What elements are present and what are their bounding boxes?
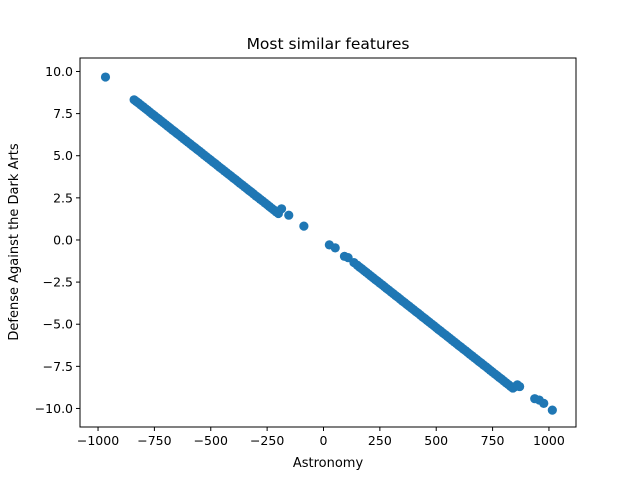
- y-tick-label: 0.0: [53, 232, 73, 247]
- data-point: [547, 405, 557, 415]
- y-tick-label: 10.0: [45, 64, 73, 79]
- x-tick-label: 750: [481, 433, 505, 448]
- x-tick-label: −750: [137, 433, 171, 448]
- data-point: [276, 204, 287, 214]
- x-tick-label: −1000: [77, 433, 119, 448]
- y-tick-label: −7.5: [43, 359, 73, 374]
- data-point: [100, 72, 111, 82]
- y-tick-label: −2.5: [43, 275, 73, 290]
- plot-area: [79, 57, 577, 428]
- x-tick-label: 500: [424, 433, 448, 448]
- data-point: [539, 398, 549, 409]
- plot-frame: [79, 57, 577, 428]
- data-point: [284, 210, 294, 220]
- x-axis-label: Astronomy: [293, 456, 364, 471]
- y-tick-label: −5.0: [43, 317, 73, 332]
- data-point: [330, 243, 340, 253]
- y-axis-label: Defense Against the Dark Arts: [7, 143, 22, 340]
- y-tick-label: 2.5: [53, 190, 73, 205]
- x-tick-label: 0: [320, 433, 328, 448]
- x-tick-label: 250: [368, 433, 392, 448]
- x-axis-ticks: −1000 −750 −500 −250 0 250 500 750 1000: [77, 427, 565, 448]
- y-axis-ticks: −10.0 −7.5 −5.0 −2.5 0.0 2.5 5.0 7.5 10.0: [35, 64, 80, 416]
- x-tick-label: 1000: [533, 433, 565, 448]
- chart-title: Most similar features: [247, 35, 410, 53]
- x-tick-label: −250: [250, 433, 284, 448]
- y-tick-label: 7.5: [53, 106, 73, 121]
- x-tick-label: −500: [194, 433, 228, 448]
- data-points: [100, 72, 557, 415]
- y-tick-label: −10.0: [35, 401, 73, 416]
- y-tick-label: 5.0: [53, 148, 73, 163]
- data-point: [515, 381, 525, 392]
- data-point: [299, 221, 309, 231]
